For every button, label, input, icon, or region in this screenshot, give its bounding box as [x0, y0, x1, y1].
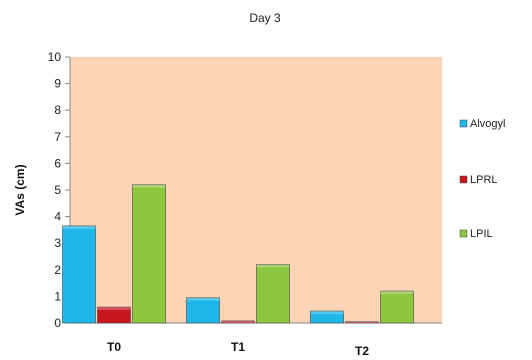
y-tick-label: 8 [54, 103, 61, 117]
legend-label-lprl: LPRL [470, 174, 498, 186]
x-tick-label: T1 [231, 340, 245, 354]
bar-highlight [221, 320, 255, 323]
legend: Alvogyl LPRL LPIL [459, 118, 505, 240]
bar-alvogyl-t2 [310, 310, 344, 324]
chart-title: Day 3 [249, 11, 281, 25]
bar-highlight [256, 264, 290, 268]
y-tick-label: 2 [54, 263, 61, 277]
legend-swatch-lprl [459, 175, 468, 184]
bar-alvogyl-t1 [186, 297, 220, 324]
y-tick-label: 7 [54, 130, 61, 144]
bars [62, 184, 414, 324]
y-tick-label: 4 [54, 210, 61, 224]
bar-highlight [62, 225, 96, 229]
y-axis: 0 1 2 3 4 5 6 7 8 9 10 [48, 50, 442, 330]
x-tick-label: T2 [355, 344, 369, 358]
legend-swatch-alvogyl [459, 119, 468, 128]
x-axis: T0 T1 T2 [107, 340, 369, 358]
x-tick-label: T0 [107, 340, 121, 354]
bar-highlight [380, 291, 414, 295]
bar-highlight [97, 307, 131, 311]
y-tick-label: 5 [54, 183, 61, 197]
legend-label-lpil: LPIL [470, 228, 493, 240]
y-axis-label: VAs (cm) [13, 164, 27, 215]
plot-area [70, 57, 442, 323]
bar-lpil-t0 [132, 184, 166, 324]
y-tick-label: 0 [54, 316, 61, 330]
y-tick-label: 10 [48, 50, 62, 64]
y-tick-label: 6 [54, 156, 61, 170]
bar-lpil-t2 [380, 290, 414, 324]
legend-swatch-lpil [459, 229, 468, 238]
bar-alvogyl-t0 [62, 225, 96, 324]
bar-lprl-t2 [345, 321, 379, 324]
bar-lprl-t1 [221, 320, 255, 324]
y-tick-label: 3 [54, 236, 61, 250]
bar-highlight [310, 311, 344, 315]
bar-highlight [186, 297, 220, 301]
bar-lprl-t0 [97, 306, 131, 324]
bar-highlight [132, 184, 166, 188]
y-tick-label: 1 [54, 289, 61, 303]
y-tick-label: 9 [54, 77, 61, 91]
bar-lpil-t1 [256, 264, 290, 324]
legend-label-alvogyl: Alvogyl [470, 118, 505, 130]
bar-highlight [345, 321, 379, 323]
